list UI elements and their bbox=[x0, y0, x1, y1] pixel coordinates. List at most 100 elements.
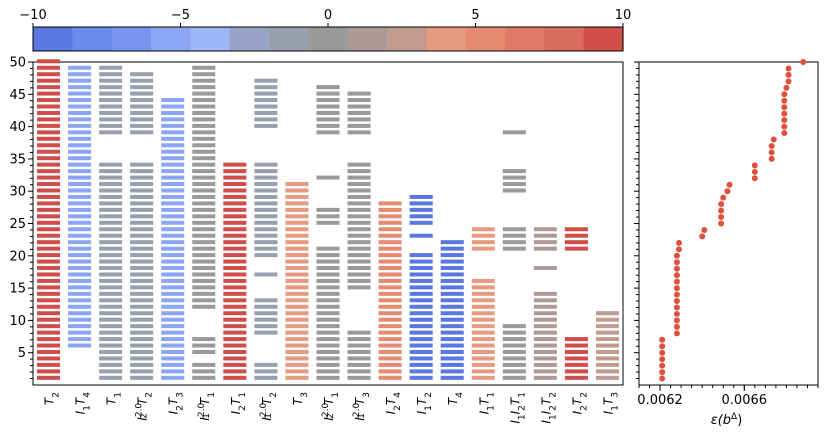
heatmap-cell bbox=[378, 311, 402, 316]
heatmap-cell bbox=[192, 362, 216, 367]
scatter-point bbox=[659, 375, 666, 382]
heatmap-cell bbox=[471, 343, 495, 348]
heatmap-cell bbox=[37, 362, 61, 367]
y-tick-label: 50 bbox=[9, 56, 26, 71]
heatmap-cell bbox=[409, 311, 433, 316]
heatmap-cell bbox=[223, 369, 247, 374]
heatmap-cell bbox=[409, 337, 433, 342]
heatmap-cell bbox=[99, 98, 123, 103]
heatmap-cell bbox=[68, 110, 92, 115]
heatmap-column-T3 bbox=[285, 182, 309, 380]
heatmap-cell bbox=[440, 324, 464, 329]
heatmap-cell bbox=[564, 337, 588, 342]
heatmap-cell bbox=[161, 304, 185, 309]
heatmap-cell bbox=[347, 253, 371, 258]
heatmap-cell bbox=[130, 104, 154, 109]
heatmap-cell bbox=[502, 349, 526, 354]
heatmap-cell bbox=[502, 369, 526, 374]
column-label: I1T2 bbox=[415, 392, 434, 414]
heatmap-cell bbox=[502, 356, 526, 361]
column-label: I2T3 bbox=[167, 392, 186, 414]
heatmap-cell bbox=[223, 201, 247, 206]
colorbar-tick-label: −5 bbox=[171, 8, 190, 23]
heatmap-cell bbox=[99, 356, 123, 361]
heatmap-cell bbox=[471, 291, 495, 296]
heatmap-cell bbox=[595, 369, 619, 374]
heatmap-cell bbox=[347, 117, 371, 122]
heatmap-cell bbox=[378, 220, 402, 225]
heatmap-cell bbox=[192, 162, 216, 167]
heatmap-cell bbox=[99, 123, 123, 128]
heatmap-cell bbox=[161, 266, 185, 271]
heatmap-cell bbox=[192, 156, 216, 161]
heatmap-column-I2T2 bbox=[564, 227, 588, 380]
heatmap-cell bbox=[316, 337, 340, 342]
heatmap-cell bbox=[316, 123, 340, 128]
heatmap-cell bbox=[192, 207, 216, 212]
heatmap-cell bbox=[285, 182, 309, 187]
heatmap-cell bbox=[347, 91, 371, 96]
heatmap-cell bbox=[99, 162, 123, 167]
colorbar-tick-label: 10 bbox=[615, 8, 632, 23]
heatmap-cell bbox=[161, 298, 185, 303]
scatter-point bbox=[726, 181, 733, 188]
heatmap-cell bbox=[130, 98, 154, 103]
heatmap-cell bbox=[502, 227, 526, 232]
heatmap-cell bbox=[378, 285, 402, 290]
heatmap-cell bbox=[161, 143, 185, 148]
heatmap-cell bbox=[161, 259, 185, 264]
heatmap-cell bbox=[99, 188, 123, 193]
colorbar-segment bbox=[544, 27, 585, 51]
scatter-point bbox=[781, 110, 788, 117]
heatmap-cell bbox=[223, 362, 247, 367]
scatter-point bbox=[751, 168, 758, 175]
heatmap-cell bbox=[99, 362, 123, 367]
heatmap-cell bbox=[285, 207, 309, 212]
scatter-point bbox=[676, 239, 683, 246]
heatmap-cell bbox=[68, 343, 92, 348]
heatmap-cell bbox=[99, 207, 123, 212]
heatmap-cell bbox=[285, 220, 309, 225]
heatmap-cell bbox=[347, 220, 371, 225]
heatmap-cell bbox=[192, 369, 216, 374]
heatmap-cell bbox=[254, 330, 278, 335]
heatmap-cell bbox=[502, 375, 526, 380]
heatmap-cell bbox=[130, 182, 154, 187]
heatmap-cell bbox=[502, 330, 526, 335]
heatmap-cell bbox=[192, 194, 216, 199]
heatmap-cell bbox=[471, 246, 495, 251]
heatmap-cell bbox=[347, 369, 371, 374]
heatmap-cell bbox=[254, 169, 278, 174]
heatmap-cell bbox=[130, 343, 154, 348]
heatmap-cell bbox=[223, 278, 247, 283]
heatmap-cell bbox=[99, 324, 123, 329]
heatmap-cell bbox=[409, 259, 433, 264]
heatmap-cell bbox=[223, 337, 247, 342]
heatmap-cell bbox=[223, 175, 247, 180]
heatmap-cell bbox=[533, 291, 557, 296]
heatmap-cell bbox=[37, 182, 61, 187]
heatmap-cell bbox=[192, 149, 216, 154]
heatmap-cell bbox=[254, 188, 278, 193]
heatmap-cell bbox=[285, 311, 309, 316]
heatmap-cell bbox=[316, 311, 340, 316]
heatmap-cell bbox=[254, 304, 278, 309]
heatmap-cell bbox=[192, 110, 216, 115]
heatmap-cell bbox=[130, 304, 154, 309]
heatmap-cell bbox=[68, 136, 92, 141]
heatmap-cell bbox=[37, 304, 61, 309]
heatmap-cell bbox=[347, 169, 371, 174]
heatmap-cell bbox=[316, 356, 340, 361]
heatmap-cell bbox=[99, 117, 123, 122]
heatmap-cell bbox=[409, 362, 433, 367]
heatmap-cell bbox=[68, 233, 92, 238]
heatmap-cell bbox=[347, 246, 371, 251]
heatmap-cell bbox=[68, 240, 92, 245]
heatmap-cell bbox=[37, 291, 61, 296]
y-tick-label: 40 bbox=[9, 120, 26, 135]
heatmap-cell bbox=[285, 188, 309, 193]
heatmap-cell bbox=[347, 285, 371, 290]
heatmap-cell bbox=[223, 311, 247, 316]
heatmap-cell bbox=[99, 278, 123, 283]
y-tick-label: 10 bbox=[9, 314, 26, 329]
